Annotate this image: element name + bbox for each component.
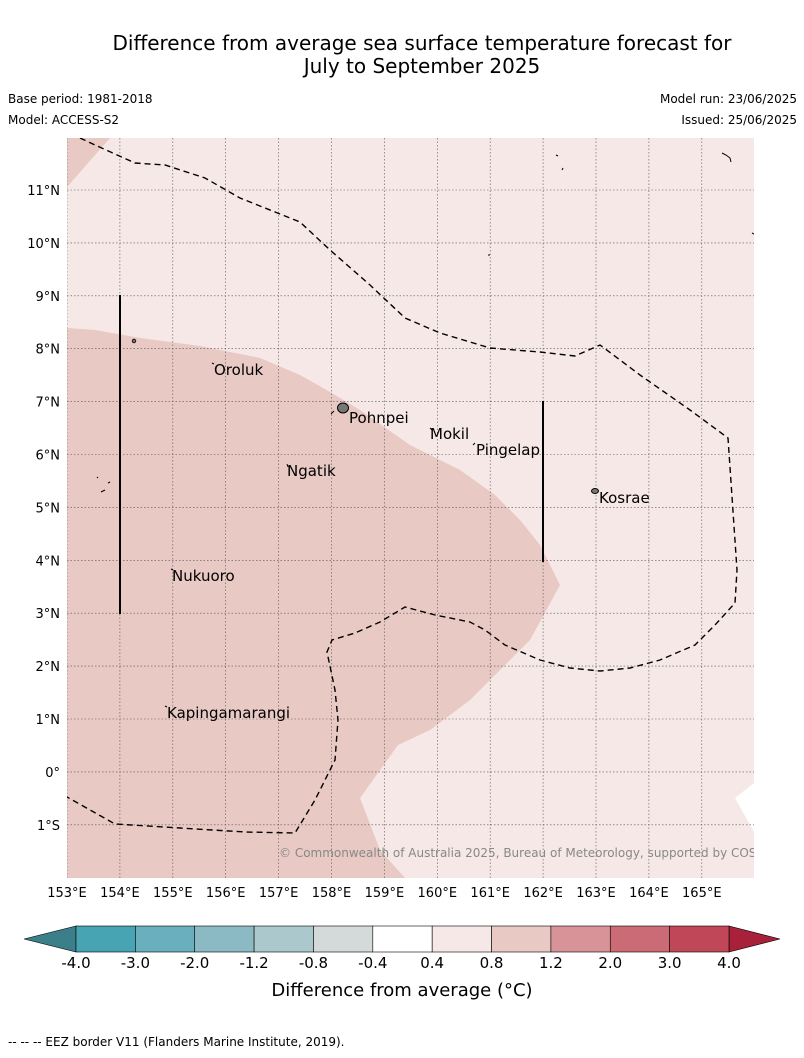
colorbar-segment: [609, 925, 670, 953]
colorbar-tick-label: -2.0: [180, 954, 209, 972]
title-line-1: Difference from average sea surface temp…: [112, 31, 732, 55]
lon-label: 153°E: [47, 886, 87, 901]
colorbar-label: Difference from average (°C): [271, 980, 533, 1001]
place-label-kapingamarangi: Kapingamarangi: [167, 704, 290, 722]
lat-label: 8°N: [36, 343, 61, 358]
graticule: [67, 138, 754, 878]
colorbar-tick-label: 0.8: [480, 954, 504, 972]
place-label-pohnpei: Pohnpei: [349, 409, 409, 427]
atoll-oroluk: [211, 362, 215, 365]
lat-label: 1°S: [37, 819, 60, 834]
colorbar-tick-label: -0.4: [358, 954, 387, 972]
lat-label: 2°N: [36, 660, 61, 675]
lat-label: 5°N: [36, 501, 61, 516]
lat-label: 0°: [45, 766, 60, 781]
lon-label: 154°E: [100, 886, 140, 901]
lat-label: 10°N: [27, 237, 60, 252]
lon-label: 164°E: [629, 886, 669, 901]
place-label-oroluk: Oroluk: [214, 361, 263, 379]
colorbar-segment: [669, 925, 730, 953]
lat-label: 6°N: [36, 449, 61, 464]
colorbar-tick-label: 2.0: [598, 954, 622, 972]
lon-label: 161°E: [470, 886, 510, 901]
eez-border-north: [67, 138, 738, 834]
atoll-west: [131, 338, 137, 344]
eez-borders: [67, 138, 738, 834]
colorbar-tick-label: 4.0: [717, 954, 741, 972]
place-label-pingelap: Pingelap: [476, 441, 540, 459]
lon-label: 156°E: [206, 886, 246, 901]
colorbar-segment: [550, 925, 611, 953]
atoll-ngatik: [286, 463, 289, 468]
lon-label: 159°E: [365, 886, 405, 901]
atoll-mokil: [429, 427, 433, 431]
land-mask-se: [735, 783, 754, 832]
lat-label: 7°N: [36, 396, 61, 411]
latitude-labels: 11°N 10°N 9°N 8°N 7°N 6°N 5°N 4°N 3°N 2°N 1°N 0° 1°S: [27, 184, 60, 834]
title-line-2: July to September 2025: [303, 54, 541, 78]
colorbar-ticks: -4.0 -3.0 -2.0 -1.2 -0.8 -0.4 0.4 0.8 1.2 2.0 3.0 4…: [61, 954, 741, 972]
lat-label: 3°N: [36, 607, 61, 622]
lon-label: 155°E: [153, 886, 193, 901]
copyright-notice: © Commonwealth of Australia 2025, Bureau…: [279, 846, 784, 860]
atoll-nukuoro: [170, 568, 174, 571]
lon-label: 157°E: [259, 886, 299, 901]
map-area: Oroluk Pohnpei Mokil Pingelap Ngatik Kos…: [67, 138, 784, 878]
sst-anomaly-map: Oroluk Pohnpei Mokil Pingelap Ngatik Kos…: [23, 138, 784, 972]
colorbar-tick-label: 0.4: [420, 954, 444, 972]
atoll-sw-a: [96, 476, 111, 493]
lat-label: 1°N: [36, 713, 61, 728]
islands: [96, 152, 754, 708]
lon-label: 158°E: [312, 886, 352, 901]
colorbar-tick-label: -0.8: [299, 954, 328, 972]
reference-lines: [119, 295, 544, 614]
colorbar-segment: [313, 925, 374, 953]
place-label-kosrae: Kosrae: [599, 489, 650, 507]
colorbar-segment: [135, 925, 196, 953]
lon-label: 162°E: [523, 886, 563, 901]
longitude-labels: 153°E 154°E 155°E 156°E 157°E 158°E 159°E 160°E…: [47, 886, 721, 901]
place-label-ngatik: Ngatik: [287, 462, 336, 480]
model-run-date: Model run: 23/06/2025: [659, 92, 797, 106]
colorbar-over-arrow: [728, 925, 781, 953]
colorbar-segment: [372, 925, 433, 953]
lat-label: 9°N: [36, 290, 61, 305]
base-period: Base period: 1981-2018: [8, 92, 153, 106]
atoll-ne-c: [721, 152, 732, 163]
anomaly-region-08-12-corner: [67, 138, 110, 187]
atoll-pohnpei-reef: [330, 410, 335, 415]
colorbar-tick-label: 1.2: [539, 954, 563, 972]
place-labels: Oroluk Pohnpei Mokil Pingelap Ngatik Kos…: [167, 361, 650, 722]
anomaly-region-08-12: [67, 328, 560, 878]
pohnpei-island: [337, 402, 349, 414]
lon-label: 163°E: [576, 886, 616, 901]
atoll-pingelap: [472, 442, 476, 446]
lat-label: 11°N: [27, 184, 60, 199]
lat-label: 4°N: [36, 554, 61, 569]
colorbar-tick-label: -3.0: [121, 954, 150, 972]
atoll-east-edge: [751, 232, 754, 235]
chart-title: Difference from average sea surface temp…: [0, 32, 804, 78]
colorbar: [23, 925, 781, 953]
colorbar-segment: [491, 925, 552, 953]
colorbar-tick-label: -4.0: [61, 954, 90, 972]
kosrae-island: [591, 488, 599, 494]
lon-label: 160°E: [418, 886, 458, 901]
issued-date: Issued: 25/06/2025: [681, 113, 797, 127]
colorbar-segment: [253, 925, 314, 953]
model-name: Model: ACCESS-S2: [8, 113, 120, 127]
atoll-ne-a: [555, 154, 564, 171]
colorbar-segment: [75, 925, 136, 953]
colorbar-tick-label: -1.2: [239, 954, 268, 972]
colorbar-segment: [431, 925, 492, 953]
colorbar-under-arrow: [23, 925, 77, 953]
place-label-mokil: Mokil: [430, 425, 469, 443]
atoll-kapingamarangi: [164, 705, 168, 708]
colorbar-segment: [194, 925, 255, 953]
eez-footnote: -- -- -- EEZ border V11 (Flanders Marine…: [8, 1035, 345, 1049]
colorbar-tick-label: 3.0: [658, 954, 682, 972]
place-label-nukuoro: Nukuoro: [172, 567, 235, 585]
lon-label: 165°E: [682, 886, 722, 901]
